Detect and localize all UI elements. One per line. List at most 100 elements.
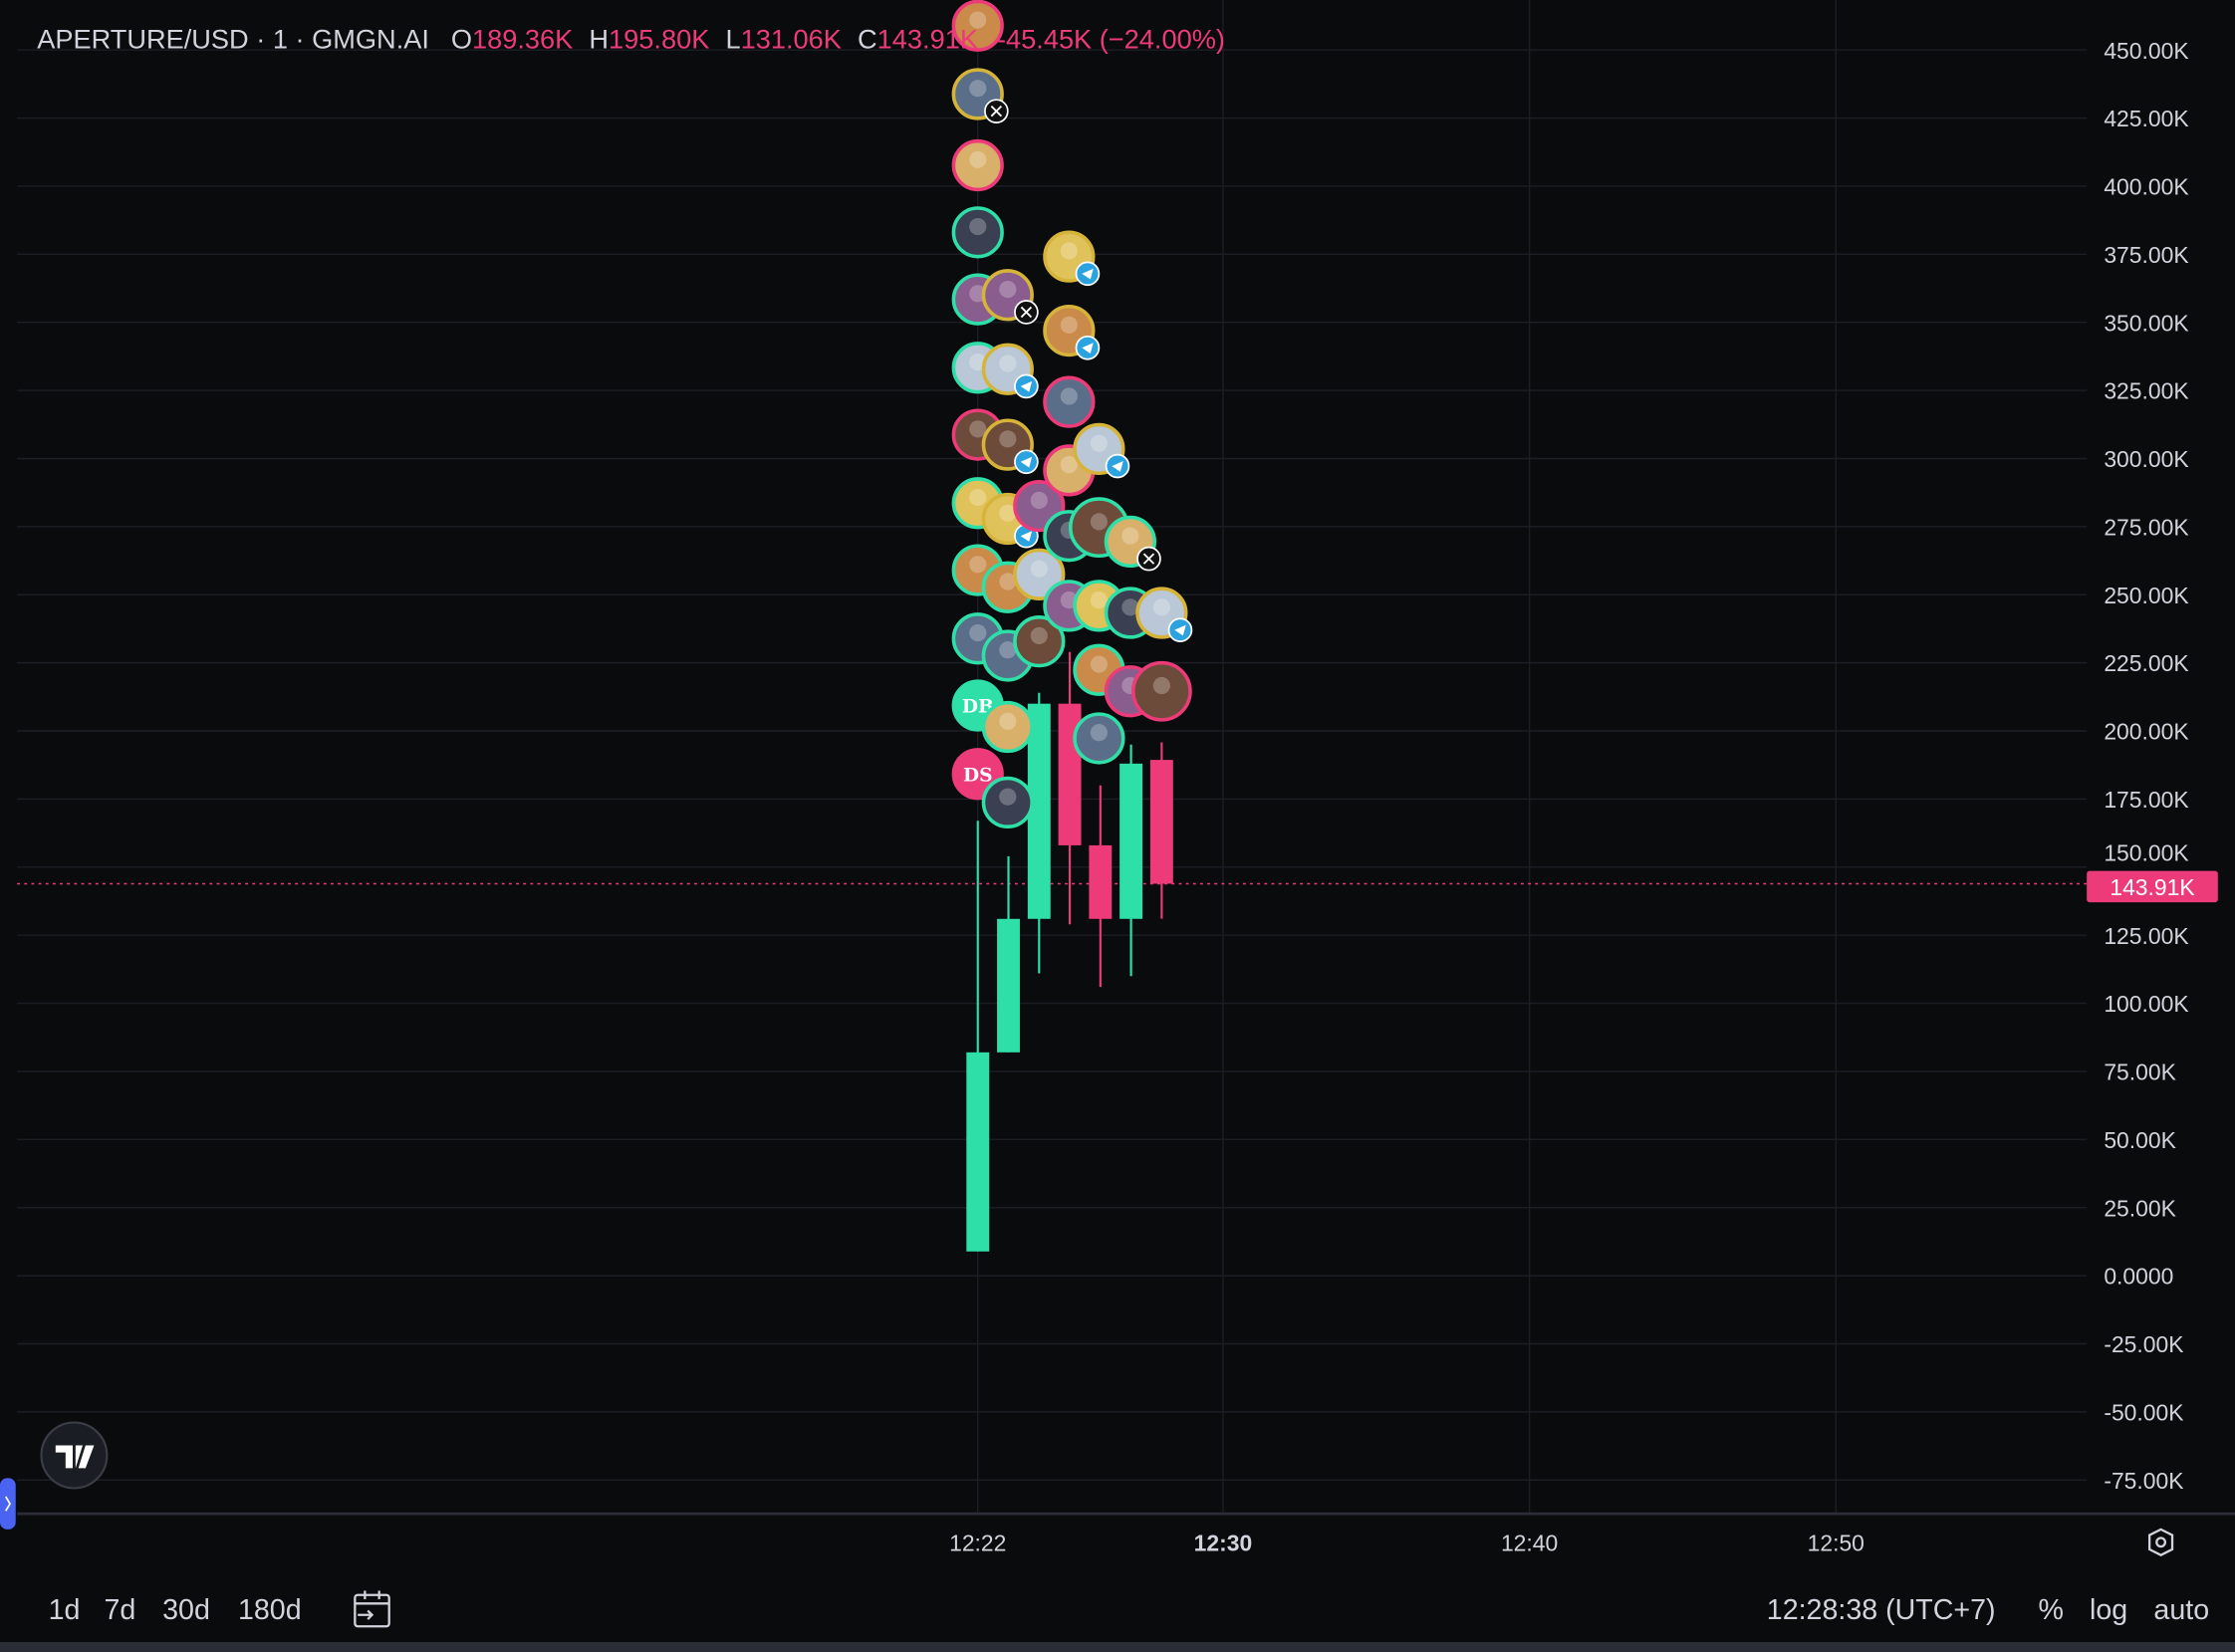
percent-toggle[interactable]: %	[2039, 1594, 2064, 1626]
trader-avatar[interactable]	[1104, 515, 1161, 572]
range-7d[interactable]: 7d	[104, 1594, 135, 1626]
avatar-initials: DS	[963, 765, 993, 786]
price-tick: 175.00K	[2104, 787, 2189, 813]
avatar-face	[1090, 655, 1108, 673]
avatar-face	[999, 788, 1017, 806]
auto-toggle[interactable]: auto	[2153, 1594, 2209, 1626]
time-tick: 12:40	[1501, 1530, 1558, 1555]
avatar-face	[999, 280, 1017, 299]
log-toggle[interactable]: log	[2090, 1594, 2127, 1626]
candle	[1089, 785, 1113, 988]
last-price-text: 143.91K	[2110, 874, 2195, 900]
price-axis[interactable]: 450.00K 425.00K 400.00K 375.00K 350.00K 325.0…	[2104, 38, 2189, 1494]
candle	[1149, 742, 1173, 919]
avatar-face	[969, 80, 987, 98]
symbol-title: APERTURE/USD · 1 · GMGN.AI	[37, 24, 429, 55]
avatar-initials: DB	[962, 697, 994, 718]
price-tick: -50.00K	[2104, 1399, 2184, 1425]
trader-avatar[interactable]	[981, 343, 1039, 399]
trader-avatar[interactable]	[1135, 587, 1193, 642]
avatar-face	[999, 430, 1017, 448]
price-tick: 325.00K	[2104, 378, 2189, 404]
tradingview-logo[interactable]	[40, 1421, 109, 1490]
price-tick: 225.00K	[2104, 650, 2189, 676]
change-value: -45.45K (−24.00%)	[997, 24, 1225, 55]
price-tick: 275.00K	[2104, 514, 2189, 540]
trader-avatar[interactable]	[981, 269, 1039, 325]
close-label: C	[858, 24, 877, 55]
avatar-image	[1013, 615, 1066, 668]
trader-avatar[interactable]	[1043, 375, 1096, 428]
telegram-badge-icon	[1167, 617, 1193, 642]
avatar-face	[1090, 513, 1108, 531]
time-tick: 12:50	[1808, 1530, 1864, 1555]
trader-avatar[interactable]	[1073, 422, 1130, 479]
trader-avatar[interactable]	[1043, 230, 1101, 287]
candle-body	[1119, 763, 1143, 919]
price-tick: 50.00K	[2104, 1127, 2176, 1153]
avatar-face	[1090, 591, 1108, 609]
low-label: L	[725, 24, 740, 55]
avatar-face	[1060, 242, 1078, 260]
trader-avatar[interactable]	[981, 700, 1034, 754]
trader-avatar[interactable]	[951, 68, 1009, 123]
price-tick: 375.00K	[2104, 242, 2189, 268]
trader-avatar[interactable]	[981, 776, 1034, 829]
avatar-image	[1073, 712, 1125, 765]
trader-avatar[interactable]	[1013, 615, 1066, 668]
goto-date-icon[interactable]	[354, 1590, 390, 1628]
range-buttons: 1d 7d 30d 180d	[49, 1594, 302, 1626]
price-tick: -25.00K	[2104, 1331, 2184, 1357]
open-value: 189.36K	[472, 24, 573, 55]
candle	[1027, 692, 1051, 974]
trader-avatar[interactable]	[1073, 712, 1125, 765]
low-value: 131.06K	[741, 24, 842, 55]
avatar-image	[981, 776, 1034, 829]
time-tick: 12:30	[1194, 1530, 1253, 1555]
trader-avatar[interactable]	[981, 418, 1039, 475]
telegram-badge-icon	[1014, 449, 1039, 475]
price-tick: 400.00K	[2104, 174, 2189, 200]
trader-avatar[interactable]	[1130, 660, 1192, 722]
legend-ohlc: APERTURE/USD · 1 · GMGN.AI O189.36K H195…	[37, 24, 1225, 55]
range-1d[interactable]: 1d	[49, 1594, 81, 1626]
sidebar-toggle-handle[interactable]	[0, 1478, 16, 1530]
range-30d[interactable]: 30d	[162, 1594, 210, 1626]
price-tick: 425.00K	[2104, 106, 2189, 131]
price-tick: 250.00K	[2104, 583, 2189, 608]
price-tick: 350.00K	[2104, 310, 2189, 336]
avatar-face	[969, 150, 987, 168]
trader-avatar[interactable]	[951, 0, 1004, 52]
candle	[1119, 744, 1143, 977]
price-tick: 450.00K	[2104, 38, 2189, 64]
resize-handle[interactable]	[0, 1641, 2235, 1652]
telegram-badge-icon	[1014, 373, 1039, 399]
avatar-face	[1090, 434, 1108, 452]
trader-avatars[interactable]: DB DS	[951, 0, 1193, 829]
avatar-face	[969, 623, 987, 642]
high-value: 195.80K	[609, 24, 709, 55]
avatar-face	[1121, 527, 1139, 545]
candle-body	[1149, 760, 1173, 884]
time-axis[interactable]: 12:22 12:30 12:40 12:50	[949, 1530, 1864, 1555]
candle	[966, 821, 990, 1252]
avatar-face	[999, 641, 1017, 659]
avatar-face	[1090, 724, 1108, 742]
trader-avatar[interactable]	[1013, 548, 1066, 600]
candle-body	[1089, 844, 1113, 919]
avatar-face	[999, 354, 1017, 372]
price-tick: 100.00K	[2104, 991, 2189, 1017]
range-180d[interactable]: 180d	[238, 1594, 302, 1626]
trader-avatar[interactable]	[951, 206, 1004, 259]
trader-avatar[interactable]	[1043, 304, 1101, 360]
avatar-face	[1152, 598, 1170, 616]
avatar-face	[1030, 560, 1048, 578]
clock-timezone[interactable]: 12:28:38 (UTC+7)	[1767, 1594, 1996, 1626]
avatar-face	[1060, 316, 1078, 334]
trader-avatar[interactable]	[951, 138, 1004, 192]
avatar-image	[951, 138, 1004, 192]
avatar-face	[1121, 598, 1139, 616]
avatar-face	[1030, 626, 1048, 644]
axis-settings-icon[interactable]	[2147, 1528, 2174, 1556]
